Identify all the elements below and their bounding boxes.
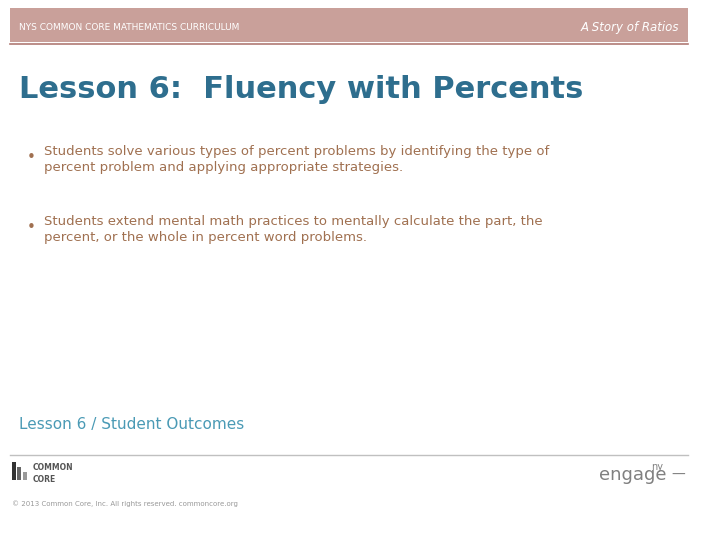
Text: Lesson 6:  Fluency with Percents: Lesson 6: Fluency with Percents — [19, 76, 584, 105]
Text: —: — — [671, 468, 685, 482]
Bar — [23, 472, 27, 480]
Text: •: • — [27, 151, 36, 165]
Text: A Story of Ratios: A Story of Ratios — [580, 21, 679, 33]
Text: Lesson 6 / Student Outcomes: Lesson 6 / Student Outcomes — [19, 417, 245, 433]
Text: ny: ny — [652, 462, 664, 472]
Text: COMMON
CORE: COMMON CORE — [33, 463, 73, 484]
Bar — [12, 462, 16, 480]
Text: •: • — [27, 220, 36, 235]
Text: percent, or the whole in percent word problems.: percent, or the whole in percent word pr… — [44, 232, 366, 245]
Text: NYS COMMON CORE MATHEMATICS CURRICULUM: NYS COMMON CORE MATHEMATICS CURRICULUM — [19, 23, 240, 31]
Bar — [17, 467, 22, 480]
Text: Students extend mental math practices to mentally calculate the part, the: Students extend mental math practices to… — [44, 215, 542, 228]
Bar — [9, 8, 688, 42]
Text: Students solve various types of percent problems by identifying the type of: Students solve various types of percent … — [44, 145, 549, 159]
Text: engage: engage — [599, 466, 667, 484]
Text: percent problem and applying appropriate strategies.: percent problem and applying appropriate… — [44, 161, 402, 174]
Text: © 2013 Common Core, Inc. All rights reserved. commoncore.org: © 2013 Common Core, Inc. All rights rese… — [12, 500, 238, 507]
